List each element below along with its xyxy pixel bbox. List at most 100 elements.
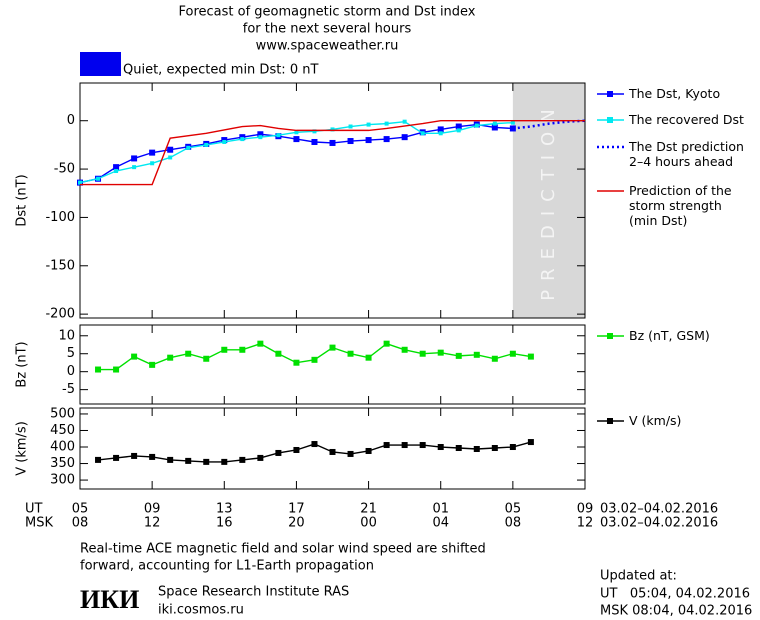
point [186,145,191,150]
point [527,439,534,446]
point [420,131,425,136]
y-tick-label: -150 [45,258,75,273]
point [419,442,426,449]
y-tick-label: 400 [50,440,75,455]
point [419,350,426,357]
x-tick-label: 01 [432,502,449,517]
legend-marker [607,418,613,424]
point [95,366,102,373]
x2-tick-label: 20 [288,516,305,531]
point [240,137,245,142]
x2-tick-label: 08 [505,516,522,531]
point [185,350,192,357]
y-axis-label: Bz (nT) [15,341,30,387]
legend-entry: The Dst, Kyoto [629,86,721,101]
x2-axis-label: MSK [25,516,53,531]
x-tick-label: 13 [216,502,233,517]
point [168,155,173,160]
y-tick-label: 500 [50,406,75,421]
point [203,355,210,362]
point [365,137,372,144]
site-url: www.spaceweather.ru [256,39,399,54]
y-tick-label: -200 [45,307,75,322]
point [167,456,174,463]
point [113,454,120,461]
point [348,124,353,129]
point [455,123,462,130]
point [401,442,408,449]
point [473,445,480,452]
point [311,138,318,145]
x-axis-label: UT [25,502,43,517]
point [384,121,389,126]
point [383,136,390,143]
subtitle: for the next several hours [243,22,412,37]
x-tick-label: 05 [72,502,89,517]
point [491,124,498,131]
point [365,354,372,361]
point [347,350,354,357]
point [293,446,300,453]
point [167,354,174,361]
updated: UT 05:04, 04.02.2016 [600,587,750,602]
point [257,454,264,461]
point [294,130,299,135]
x-tick-label: 09 [144,502,161,517]
prediction-label: PREDICTION [538,100,559,300]
point [150,161,155,166]
x2-tick-label: 00 [360,516,377,531]
point [113,366,120,373]
point [365,447,372,454]
point [167,146,174,153]
x-tick-label: 05 [505,502,522,517]
point [149,453,156,460]
legend-entry: V (km/s) [629,413,682,428]
legend-entry: Bz (nT, GSM) [629,328,710,343]
note: Real-time ACE magnetic field and solar w… [80,542,486,557]
point [347,138,354,145]
point [131,155,138,162]
point [455,445,462,452]
point [204,142,209,147]
x-range-label: 03.02–04.02.2016 [600,502,718,517]
point [383,442,390,449]
point [509,350,516,357]
title: Forecast of geomagnetic storm and Dst in… [178,5,475,20]
legend-entry: The recovered Dst [629,112,744,127]
point [293,136,300,143]
point [203,458,210,465]
y-axis-label: V (km/s) [15,421,30,476]
x2-tick-label: 04 [432,516,449,531]
point [492,121,497,126]
point [366,122,371,127]
logo: ИКИ [80,585,139,614]
point [329,344,336,351]
point [113,164,120,171]
plot-frame [79,407,586,490]
x2-tick-label: 16 [216,516,233,531]
point [132,165,137,170]
point [311,441,318,448]
point [437,444,444,451]
point [239,346,246,353]
point [221,346,228,353]
x-tick-label: 09 [577,502,594,517]
series-line [98,342,532,371]
y-tick-label: 350 [50,456,75,471]
point [329,139,336,146]
point [438,131,443,136]
point [330,127,335,132]
point [276,133,281,138]
y-tick-label: 450 [50,423,75,438]
point [149,149,156,156]
point [509,444,516,451]
point [474,123,479,128]
y-tick-label: -50 [54,162,75,177]
legend-marker [607,333,613,339]
x2-range-label: 03.02–04.02.2016 [600,516,718,531]
point [491,355,498,362]
x2-tick-label: 08 [72,516,89,531]
point [473,351,480,358]
legend-marker [607,91,613,97]
